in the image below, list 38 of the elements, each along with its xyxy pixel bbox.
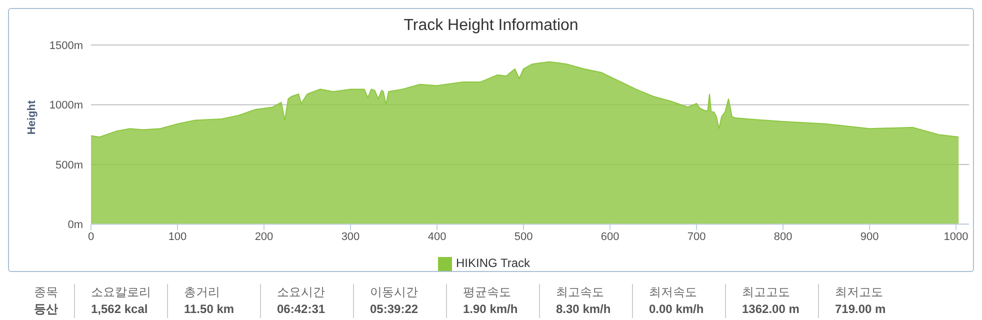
text: 8.30 km/h — [556, 301, 612, 318]
text: 종목 — [34, 284, 58, 301]
text: 06:42:31 — [277, 301, 326, 318]
x-tick-label: 900 — [860, 230, 879, 243]
x-tick-label: 600 — [600, 230, 620, 243]
x-tick-label: 400 — [428, 230, 446, 243]
x-tick-label: 700 — [687, 230, 706, 243]
chart-title: Track Height Information — [402, 16, 580, 36]
text: 총거리 — [184, 284, 221, 301]
text: 평균속도 — [463, 284, 512, 301]
text: 등산 — [34, 301, 58, 318]
text: 05:39:22 — [370, 301, 420, 318]
y-tick-label: 1000m — [49, 100, 83, 112]
y-tick-label: 500m — [55, 159, 83, 172]
y-tick-label: 1500m — [49, 40, 83, 52]
text: 719.00 m — [835, 301, 887, 318]
x-tick-label: 800 — [774, 230, 792, 243]
text: 1.90 km/h — [463, 301, 519, 318]
x-tick-label: 200 — [254, 230, 274, 243]
text: 0.00 km/h — [649, 301, 705, 318]
text: 최저속도 — [649, 284, 698, 301]
text: 최고속도 — [556, 284, 605, 301]
text: 소요칼로리 — [91, 284, 151, 301]
x-tick-label: 0 — [88, 230, 94, 243]
text: 최저고도 — [835, 284, 884, 301]
text: 이동시간 — [370, 284, 419, 301]
y-axis-title: Height — [26, 100, 38, 135]
x-tick-label: 500 — [514, 230, 533, 243]
text: 1,562 kcal — [91, 301, 149, 318]
text: 1362.00 m — [742, 301, 800, 318]
x-tick-label: 100 — [168, 230, 187, 243]
legend-label: HIKING Track — [456, 256, 530, 270]
text: 소요시간 — [277, 284, 326, 301]
text: 최고고도 — [742, 284, 791, 301]
x-tick-label: 300 — [341, 230, 360, 243]
text: 11.50 km — [184, 301, 236, 318]
y-tick-label: 0m — [68, 219, 83, 232]
x-tick-label: 1000 — [944, 230, 968, 243]
